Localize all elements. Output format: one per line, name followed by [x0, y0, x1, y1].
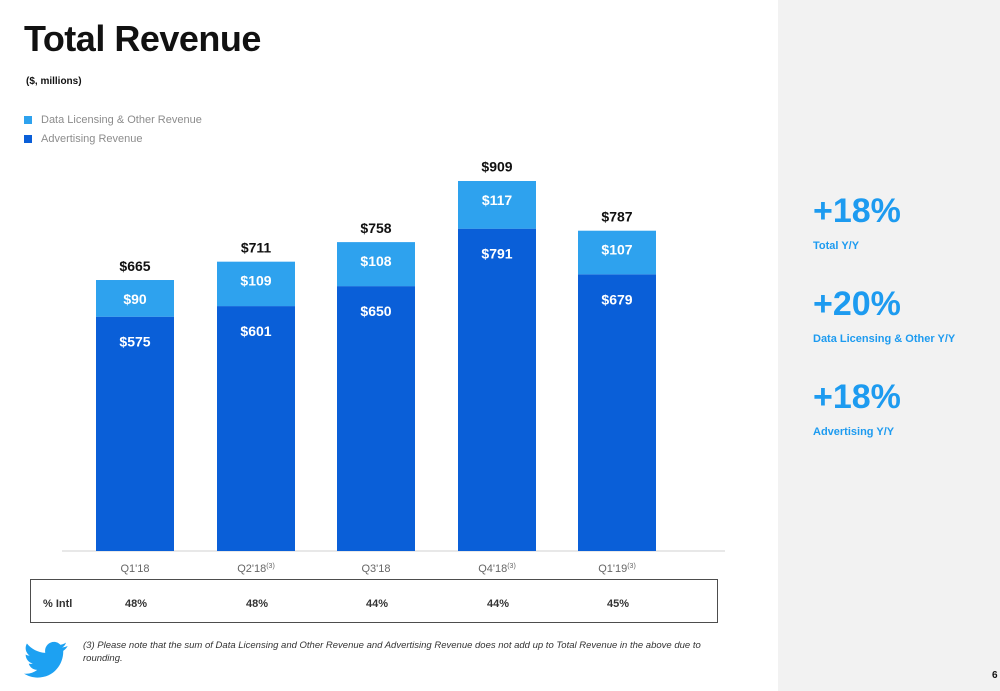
stat-advertising-label: Advertising Y/Y	[813, 426, 895, 438]
page-title: Total Revenue	[24, 18, 261, 59]
x-tick-footnote-q2-18: (3)	[266, 563, 275, 570]
page-number: 6	[992, 670, 998, 681]
intl-value-q1-18: 48%	[124, 598, 148, 610]
stat-total-yy: +18% Total Y/Y	[813, 194, 901, 252]
twitter-bird-icon	[24, 641, 68, 678]
data-label-data-licensing-other-revenue-q1-19: $107	[601, 242, 632, 258]
total-label-q1-18: $665	[119, 258, 150, 274]
stat-data-licensing-label: Data Licensing & Other Y/Y	[813, 333, 956, 345]
bar-data-licensing-other-revenue-q3-18	[337, 242, 415, 287]
intl-value-q4-18: 44%	[486, 598, 510, 610]
data-label-advertising-revenue-q1-18: $575	[119, 334, 150, 350]
units-subtitle: ($, millions)	[26, 76, 82, 87]
total-label-q2-18: $711	[241, 239, 272, 255]
legend-item-data-licensing: Data Licensing & Other Revenue	[24, 110, 202, 129]
intl-value-q2-18: 48%	[245, 598, 269, 610]
stats-sidebar	[778, 0, 1000, 691]
data-label-advertising-revenue-q1-19: $679	[601, 291, 632, 307]
data-label-data-licensing-other-revenue-q1-18: $90	[123, 291, 147, 307]
bar-advertising-revenue-q4-18	[458, 228, 536, 552]
bar-data-licensing-other-revenue-q1-18	[96, 280, 174, 317]
intl-row-label: % Intl	[43, 598, 73, 610]
data-label-advertising-revenue-q4-18: $791	[481, 246, 512, 262]
data-label-data-licensing-other-revenue-q4-18: $117	[482, 192, 513, 208]
data-label-advertising-revenue-q3-18: $650	[360, 303, 391, 319]
bar-data-licensing-other-revenue-q2-18	[217, 261, 295, 307]
legend-item-advertising: Advertising Revenue	[24, 129, 202, 148]
stat-total-label: Total Y/Y	[813, 240, 860, 252]
stat-advertising-value: +18%	[813, 378, 901, 416]
data-label-advertising-revenue-q2-18: $601	[240, 323, 271, 339]
legend-swatch-advertising	[24, 134, 32, 143]
stat-data-licensing-yy: +20% Data Licensing & Other Y/Y	[813, 287, 955, 345]
data-label-data-licensing-other-revenue-q2-18: $109	[240, 273, 271, 289]
rounding-footnote: (3) Please note that the sum of Data Lic…	[83, 640, 701, 664]
intl-value-q1-19: 45%	[606, 598, 630, 610]
bar-data-licensing-other-revenue-q4-18	[458, 180, 536, 229]
stat-advertising-yy: +18% Advertising Y/Y	[813, 380, 901, 438]
bar-advertising-revenue-q1-18	[96, 316, 174, 551]
x-tick-label-q1-19: Q1'19(3)	[598, 563, 636, 575]
total-label-q4-18: $909	[481, 159, 512, 175]
bar-advertising-revenue-q3-18	[337, 286, 415, 551]
chart-legend: Data Licensing & Other Revenue Advertisi…	[24, 110, 202, 148]
bar-advertising-revenue-q1-19	[578, 274, 656, 551]
stat-data-licensing-value: +20%	[813, 285, 901, 323]
legend-label-data-licensing: Data Licensing & Other Revenue	[41, 113, 202, 126]
legend-label-advertising: Advertising Revenue	[41, 132, 143, 145]
x-tick-label-q3-18: Q3'18	[361, 563, 390, 575]
x-tick-footnote-q1-19: (3)	[627, 563, 636, 570]
x-tick-label-q2-18: Q2'18(3)	[237, 563, 275, 575]
x-tick-label-q4-18: Q4'18(3)	[478, 563, 516, 575]
intl-value-q3-18: 44%	[365, 598, 389, 610]
revenue-bar-chart: $575 $90 $665 Q1'18 $601 $109 $711 Q2'18(3) $650…	[62, 159, 725, 575]
x-tick-label-q1-18: Q1'18	[120, 563, 149, 575]
x-tick-footnote-q4-18: (3)	[507, 563, 516, 570]
legend-swatch-data-licensing	[24, 115, 32, 124]
total-label-q3-18: $758	[360, 220, 391, 236]
total-label-q1-19: $787	[601, 208, 632, 224]
stat-total-value: +18%	[813, 192, 901, 230]
bar-advertising-revenue-q2-18	[217, 306, 295, 551]
bar-data-licensing-other-revenue-q1-19	[578, 230, 656, 275]
intl-percentage-table: % Intl 48% 48% 44% 44% 45%	[30, 579, 718, 623]
data-label-data-licensing-other-revenue-q3-18: $108	[360, 253, 391, 269]
